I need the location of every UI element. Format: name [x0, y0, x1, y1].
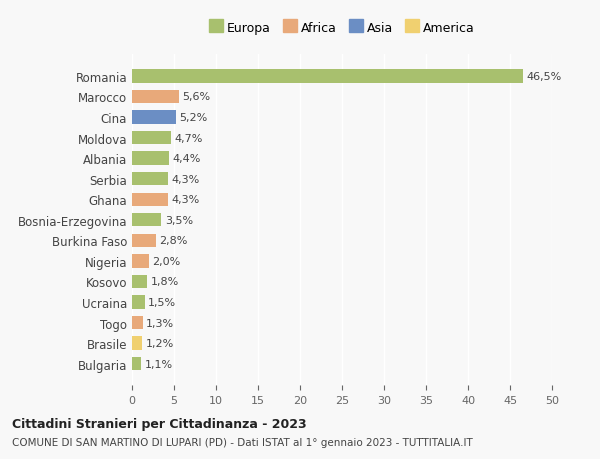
Bar	[132, 357, 141, 370]
Text: 4,3%: 4,3%	[172, 174, 200, 185]
Text: 46,5%: 46,5%	[526, 72, 561, 82]
Bar	[132, 234, 155, 247]
Bar	[132, 90, 179, 104]
Bar	[132, 337, 142, 350]
Text: 5,6%: 5,6%	[182, 92, 211, 102]
Text: 1,1%: 1,1%	[145, 359, 173, 369]
Text: 2,8%: 2,8%	[159, 236, 187, 246]
Bar	[132, 70, 523, 84]
Text: 2,0%: 2,0%	[152, 256, 181, 266]
Bar	[132, 132, 172, 145]
Bar	[132, 173, 168, 186]
Text: Cittadini Stranieri per Cittadinanza - 2023: Cittadini Stranieri per Cittadinanza - 2…	[12, 417, 307, 430]
Bar	[132, 111, 176, 124]
Text: 1,3%: 1,3%	[146, 318, 175, 328]
Text: 4,4%: 4,4%	[172, 154, 200, 164]
Bar	[132, 152, 169, 165]
Text: 1,2%: 1,2%	[145, 338, 173, 348]
Text: COMUNE DI SAN MARTINO DI LUPARI (PD) - Dati ISTAT al 1° gennaio 2023 - TUTTITALI: COMUNE DI SAN MARTINO DI LUPARI (PD) - D…	[12, 437, 473, 447]
Bar	[132, 213, 161, 227]
Text: 5,2%: 5,2%	[179, 113, 207, 123]
Text: 3,5%: 3,5%	[165, 215, 193, 225]
Text: 4,7%: 4,7%	[175, 133, 203, 143]
Text: 1,8%: 1,8%	[151, 277, 179, 287]
Bar	[132, 193, 168, 207]
Text: 4,3%: 4,3%	[172, 195, 200, 205]
Text: 1,5%: 1,5%	[148, 297, 176, 308]
Bar	[132, 316, 143, 330]
Bar	[132, 296, 145, 309]
Bar	[132, 255, 149, 268]
Legend: Europa, Africa, Asia, America: Europa, Africa, Asia, America	[206, 18, 478, 39]
Bar	[132, 275, 147, 289]
